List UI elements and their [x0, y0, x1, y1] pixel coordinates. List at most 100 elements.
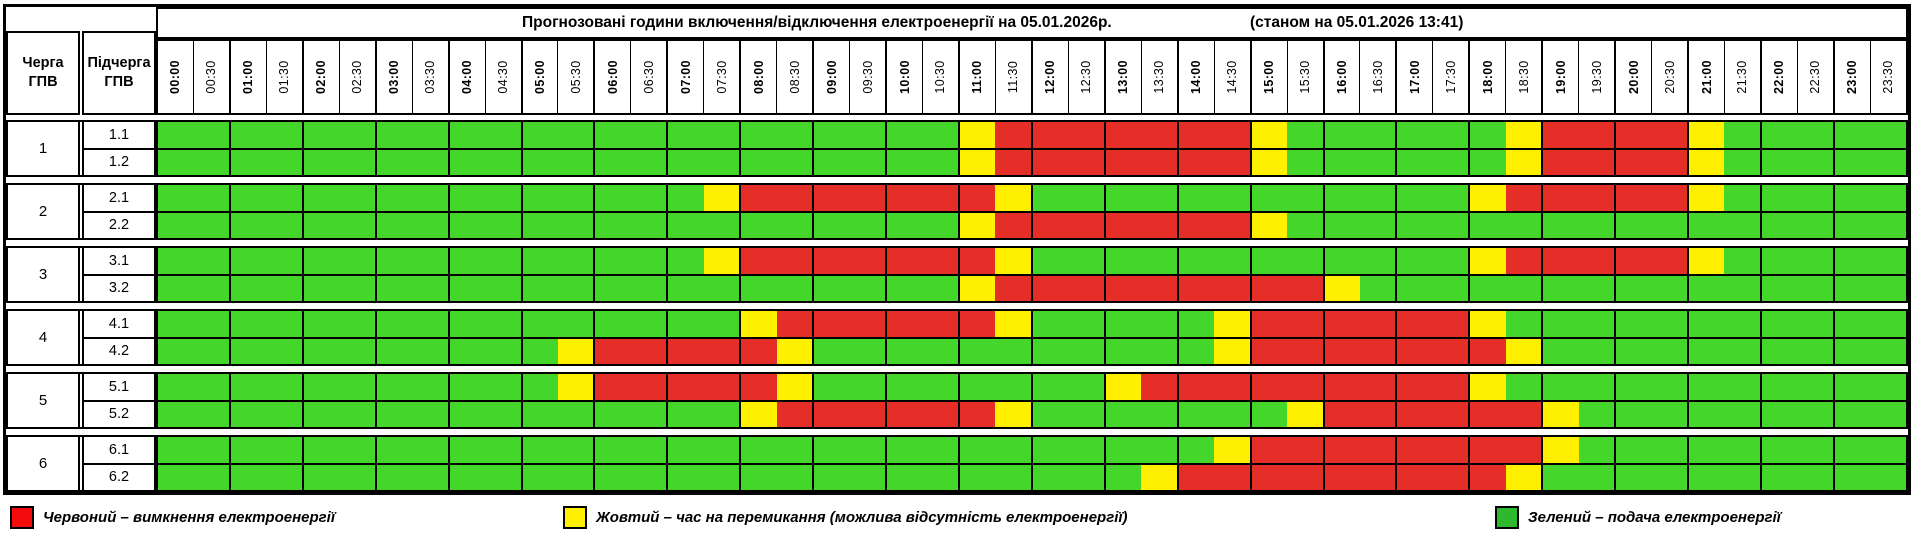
schedule-cell — [739, 275, 777, 301]
schedule-cell — [1651, 338, 1688, 364]
time-cell: 16:30 — [1359, 41, 1395, 113]
schedule-cell — [885, 122, 923, 148]
schedule-cell — [301, 185, 340, 211]
schedule-cell — [703, 338, 740, 364]
schedule-cell — [447, 311, 486, 337]
schedule-cell — [1468, 248, 1506, 274]
schedule-cell — [885, 248, 923, 274]
schedule-cell — [995, 374, 1031, 400]
schedule-cell — [703, 311, 740, 337]
schedule-cell — [885, 212, 923, 238]
time-cell: 04:30 — [484, 41, 521, 113]
schedule-cell — [193, 275, 229, 301]
schedule-cell — [1030, 437, 1069, 463]
schedule-cell — [485, 212, 521, 238]
schedule-cell — [703, 149, 740, 175]
schedule-cell — [228, 122, 267, 148]
schedule-cell — [1395, 437, 1433, 463]
schedule-cell — [666, 374, 704, 400]
schedule-cell — [1797, 122, 1833, 148]
schedule-table: Прогнозовані години включення/відключенн… — [3, 4, 1911, 495]
schedule-cell — [703, 437, 740, 463]
schedule-cell — [301, 374, 340, 400]
schedule-cell — [1249, 374, 1288, 400]
subqueue-cell: 2.1 — [84, 185, 154, 213]
schedule-cell — [1541, 149, 1579, 175]
queue-cell: 4 — [8, 311, 80, 364]
schedule-cell — [1214, 437, 1250, 463]
schedule-cell — [1468, 338, 1506, 364]
schedule-cell — [520, 275, 558, 301]
schedule-cell — [412, 374, 448, 400]
time-label: 00:00 — [168, 60, 183, 94]
schedule-cell — [1141, 212, 1177, 238]
subqueue-cell: 6.1 — [84, 437, 154, 465]
schedule-cell — [1176, 464, 1215, 490]
schedule-cell — [1724, 338, 1760, 364]
time-label: 19:00 — [1553, 60, 1568, 94]
schedule-cell — [1687, 401, 1725, 427]
schedule-cell — [1651, 437, 1688, 463]
schedule-cell — [1322, 122, 1360, 148]
schedule-cell — [1103, 311, 1142, 337]
time-label: 04:30 — [496, 60, 511, 94]
schedule-cell — [1030, 149, 1069, 175]
schedule-cell — [1687, 311, 1725, 337]
schedule-cell — [957, 248, 996, 274]
schedule-cell — [485, 374, 521, 400]
time-label: 17:00 — [1407, 60, 1422, 94]
schedule-cell — [1759, 185, 1798, 211]
schedule-cell — [849, 464, 886, 490]
schedule-cell — [922, 122, 958, 148]
schedule-cell — [593, 275, 631, 301]
time-cell: 18:30 — [1505, 41, 1541, 113]
schedule-cell — [447, 212, 486, 238]
time-cell: 22:30 — [1796, 41, 1833, 113]
schedule-cell — [158, 338, 194, 364]
schedule-cell — [812, 212, 850, 238]
schedule-cell — [1287, 338, 1323, 364]
time-label: 00:30 — [204, 60, 219, 94]
schedule-cell — [1505, 401, 1542, 427]
schedule-cell — [1214, 464, 1250, 490]
schedule-cell — [1468, 275, 1506, 301]
schedule-cell — [593, 149, 631, 175]
schedule-cell — [1614, 185, 1652, 211]
schedule-cell — [485, 149, 521, 175]
schedule-cell — [158, 212, 194, 238]
time-cell: 15:30 — [1286, 41, 1323, 113]
schedule-cell — [1141, 338, 1177, 364]
schedule-cell — [193, 338, 229, 364]
subqueue-column-header: Підчерга ГПВ — [82, 31, 156, 115]
time-label: 12:00 — [1043, 60, 1058, 94]
schedule-cell — [374, 122, 413, 148]
schedule-cell — [1287, 185, 1323, 211]
schedule-cell — [739, 212, 777, 238]
schedule-cell — [957, 275, 996, 301]
schedule-cell — [1578, 437, 1615, 463]
schedule-cell — [1103, 437, 1142, 463]
schedule-cell — [1249, 338, 1288, 364]
schedule-grid — [156, 374, 1906, 427]
schedule-cell — [1214, 401, 1250, 427]
schedule-cell — [1103, 275, 1142, 301]
time-label: 08:00 — [751, 60, 766, 94]
schedule-cell — [301, 437, 340, 463]
schedule-cell — [158, 185, 194, 211]
time-label: 23:00 — [1845, 60, 1860, 94]
schedule-cell — [301, 149, 340, 175]
schedule-cell — [1687, 122, 1725, 148]
schedule-cell — [776, 185, 813, 211]
schedule-cell — [995, 149, 1031, 175]
schedule-cell — [1322, 401, 1360, 427]
schedule-row-6.2 — [158, 464, 1906, 490]
schedule-cell — [485, 437, 521, 463]
schedule-cell — [1287, 311, 1323, 337]
schedule-cell — [849, 212, 886, 238]
schedule-cell — [412, 338, 448, 364]
schedule-cell — [557, 212, 594, 238]
schedule-cell — [158, 248, 194, 274]
schedule-cell — [776, 248, 813, 274]
schedule-cell — [374, 464, 413, 490]
schedule-cell — [1068, 149, 1104, 175]
